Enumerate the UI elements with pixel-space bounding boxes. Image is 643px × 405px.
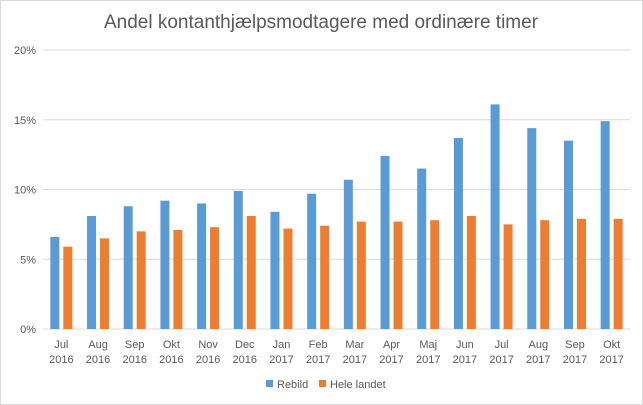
bar-rebild	[160, 200, 170, 329]
y-tick-label: 10%	[14, 185, 36, 197]
x-tick-label: Nov	[198, 339, 218, 351]
bar-hele-landet	[503, 224, 513, 330]
bar-rebild	[490, 104, 500, 330]
bar-hele-landet	[283, 228, 293, 329]
bar-rebild	[453, 137, 463, 329]
x-tick-label: Sep	[565, 339, 585, 351]
bar-rebild	[270, 211, 280, 329]
x-tick-label-year: 2017	[526, 354, 550, 366]
x-tick-label-year: 2016	[159, 354, 183, 366]
x-tick-label-year: 2017	[343, 354, 367, 366]
x-tick-label-year: 2016	[86, 354, 110, 366]
bar-hele-landet	[63, 246, 73, 329]
x-tick-label-year: 2017	[563, 354, 587, 366]
x-tick-label-year: 2016	[233, 354, 257, 366]
x-tick-label: Okt	[163, 339, 180, 351]
bars	[50, 104, 623, 330]
x-tick-label-year: 2017	[599, 354, 623, 366]
x-tick-label: Aug	[88, 339, 108, 351]
bar-rebild	[343, 179, 353, 329]
x-tick-label: Jan	[273, 339, 291, 351]
x-tick-label-year: 2017	[269, 354, 293, 366]
bar-hele-landet	[540, 220, 550, 329]
x-tick-label-year: 2016	[122, 354, 146, 366]
x-axis-ticks: Jul 2016 Aug 2016 Sep 2016 Okt 2016 Nov 2016 Dec 20…	[49, 339, 624, 366]
bar-rebild	[527, 128, 537, 329]
legend-label: Rebild	[277, 379, 308, 391]
x-tick-label-year: 2017	[453, 354, 477, 366]
bar-hele-landet	[246, 216, 256, 329]
x-tick-label-year: 2017	[416, 354, 440, 366]
y-axis-ticks: 0% 5% 10% 15% 20%	[14, 45, 36, 336]
bar-rebild	[123, 206, 133, 329]
chart-title: Andel kontanthjælpsmodtagere med ordinær…	[104, 12, 539, 33]
bar-rebild	[417, 168, 427, 329]
x-tick-label: Dec	[235, 339, 255, 351]
bar-rebild	[87, 216, 97, 329]
bar-hele-landet	[430, 220, 440, 329]
y-tick-label: 20%	[14, 45, 36, 57]
x-tick-label: Sep	[125, 339, 145, 351]
bar-rebild	[197, 203, 207, 329]
bar-rebild	[50, 236, 60, 329]
bar-hele-landet	[356, 221, 366, 329]
bar-rebild	[233, 190, 243, 329]
x-tick-label: Okt	[603, 339, 620, 351]
bar-hele-landet	[466, 216, 476, 329]
x-tick-label: Feb	[309, 339, 328, 351]
bar-hele-landet	[136, 231, 146, 329]
x-tick-label-year: 2017	[489, 354, 513, 366]
y-tick-label: 0%	[20, 324, 36, 336]
bar-hele-landet	[320, 225, 330, 329]
bar-hele-landet	[210, 227, 220, 329]
x-tick-label: Jul	[54, 339, 68, 351]
x-tick-label: Jun	[456, 339, 474, 351]
bar-hele-landet	[613, 218, 623, 329]
x-tick-label: Jul	[495, 339, 509, 351]
x-tick-label-year: 2017	[379, 354, 403, 366]
x-tick-label: Maj	[419, 339, 437, 351]
x-tick-label: Apr	[383, 339, 400, 351]
legend: Rebild Hele landet	[266, 379, 386, 391]
bar-rebild	[380, 156, 390, 329]
bar-rebild	[307, 193, 317, 329]
x-tick-label-year: 2016	[49, 354, 73, 366]
x-tick-label: Aug	[528, 339, 548, 351]
bar-rebild	[600, 121, 610, 330]
x-tick-label-year: 2016	[196, 354, 220, 366]
bar-hele-landet	[173, 229, 183, 329]
bar-hele-landet	[100, 238, 110, 329]
bar-hele-landet	[576, 218, 586, 329]
x-tick-label-year: 2017	[306, 354, 330, 366]
bar-rebild	[563, 140, 573, 329]
legend-swatch	[266, 380, 273, 387]
legend-label: Hele landet	[330, 379, 386, 391]
x-tick-label: Mar	[345, 339, 364, 351]
bar-hele-landet	[393, 221, 403, 329]
y-tick-label: 15%	[14, 115, 36, 127]
legend-swatch	[319, 380, 326, 387]
y-tick-label: 5%	[20, 254, 36, 266]
